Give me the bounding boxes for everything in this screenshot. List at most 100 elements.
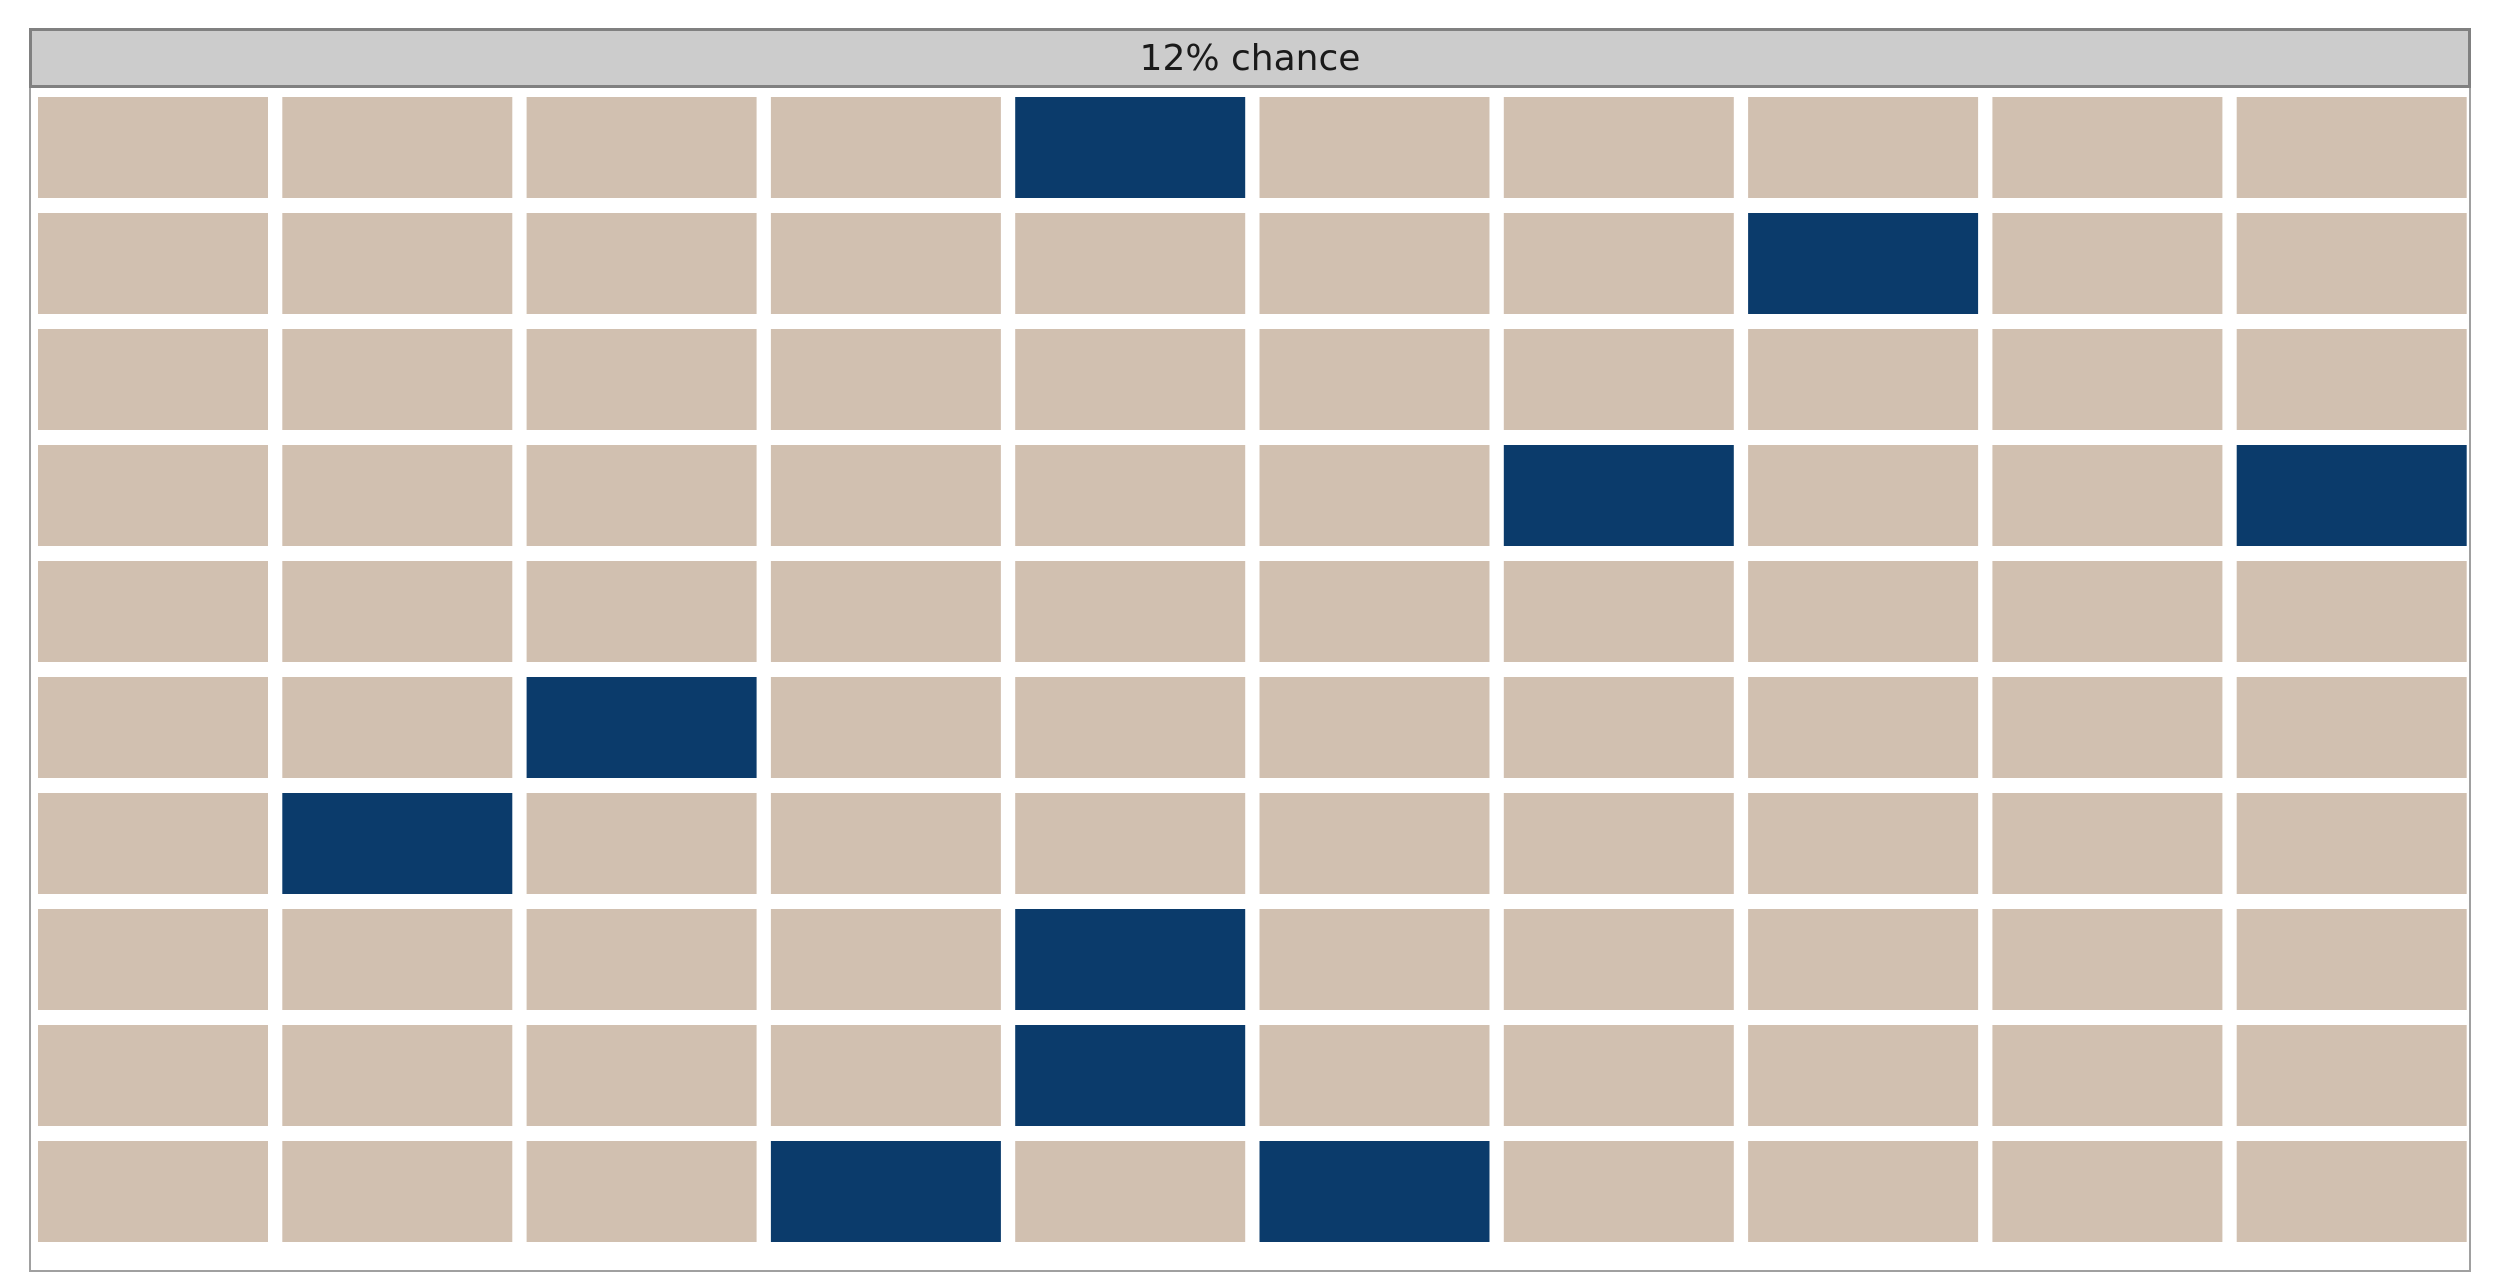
- waffle-cell-highlighted: [1259, 1141, 1490, 1242]
- waffle-cell: [526, 561, 757, 662]
- waffle-chart: 12% chance: [29, 28, 2471, 1272]
- waffle-cell: [770, 445, 1001, 546]
- waffle-cell: [526, 1025, 757, 1126]
- waffle-cell: [1992, 213, 2223, 314]
- waffle-cell: [282, 329, 513, 430]
- waffle-cell: [38, 1025, 268, 1126]
- waffle-cell: [282, 97, 513, 198]
- waffle-cell: [770, 793, 1001, 894]
- waffle-cell: [770, 561, 1001, 662]
- waffle-cell: [282, 677, 513, 778]
- waffle-cell: [1992, 97, 2223, 198]
- waffle-cell: [38, 561, 268, 662]
- panel-title-text: 12% chance: [1139, 37, 1361, 79]
- waffle-cell: [38, 1141, 268, 1242]
- waffle-cell: [1259, 1025, 1490, 1126]
- waffle-cell: [770, 329, 1001, 430]
- waffle-cell: [1748, 445, 1979, 546]
- waffle-cell: [2236, 329, 2467, 430]
- waffle-cell: [526, 97, 757, 198]
- waffle-cell: [282, 1141, 513, 1242]
- waffle-cell-highlighted: [526, 677, 757, 778]
- waffle-cell: [2236, 677, 2467, 778]
- waffle-cell: [1503, 793, 1734, 894]
- waffle-cell: [2236, 909, 2467, 1010]
- waffle-cell: [1015, 793, 1246, 894]
- waffle-cell: [1992, 677, 2223, 778]
- waffle-cell: [1503, 1141, 1734, 1242]
- waffle-cell: [1748, 909, 1979, 1010]
- waffle-cell: [770, 909, 1001, 1010]
- waffle-cell: [1748, 1025, 1979, 1126]
- waffle-cell-highlighted: [282, 793, 513, 894]
- waffle-cell: [1748, 329, 1979, 430]
- panel-title: 12% chance: [29, 28, 2471, 88]
- waffle-cell: [38, 97, 268, 198]
- waffle-cell: [1992, 1141, 2223, 1242]
- waffle-cell: [1259, 329, 1490, 430]
- waffle-cell: [1503, 329, 1734, 430]
- waffle-cell: [526, 329, 757, 430]
- waffle-cell: [1748, 1141, 1979, 1242]
- waffle-grid: [38, 97, 2467, 1242]
- waffle-cell: [38, 213, 268, 314]
- waffle-cell: [1259, 793, 1490, 894]
- waffle-cell-highlighted: [1748, 213, 1979, 314]
- waffle-cell-highlighted: [1015, 97, 1246, 198]
- waffle-cell: [1748, 97, 1979, 198]
- waffle-cell: [1503, 561, 1734, 662]
- waffle-cell-highlighted: [1015, 909, 1246, 1010]
- waffle-cell: [1259, 97, 1490, 198]
- waffle-cell: [38, 445, 268, 546]
- waffle-cell: [282, 909, 513, 1010]
- waffle-cell: [1992, 445, 2223, 546]
- waffle-cell: [1503, 213, 1734, 314]
- waffle-cell-highlighted: [770, 1141, 1001, 1242]
- waffle-cell: [1503, 97, 1734, 198]
- waffle-cell: [526, 1141, 757, 1242]
- waffle-cell-highlighted: [1015, 1025, 1246, 1126]
- waffle-cell: [1259, 677, 1490, 778]
- waffle-cell: [282, 213, 513, 314]
- waffle-cell: [1259, 909, 1490, 1010]
- waffle-cell: [770, 1025, 1001, 1126]
- waffle-cell: [1015, 677, 1246, 778]
- waffle-cell: [1748, 677, 1979, 778]
- waffle-cell: [282, 445, 513, 546]
- waffle-cell: [38, 793, 268, 894]
- waffle-cell: [1259, 445, 1490, 546]
- waffle-cell: [770, 213, 1001, 314]
- waffle-cell: [1015, 329, 1246, 430]
- waffle-cell-highlighted: [2236, 445, 2467, 546]
- waffle-cell: [1503, 677, 1734, 778]
- waffle-cell: [2236, 793, 2467, 894]
- waffle-cell: [770, 677, 1001, 778]
- waffle-cell-highlighted: [1503, 445, 1734, 546]
- waffle-cell: [1992, 329, 2223, 430]
- waffle-cell: [2236, 97, 2467, 198]
- waffle-cell: [1015, 213, 1246, 314]
- waffle-cell: [1748, 793, 1979, 894]
- waffle-cell: [38, 677, 268, 778]
- waffle-cell: [1992, 1025, 2223, 1126]
- waffle-cell: [38, 909, 268, 1010]
- waffle-cell: [1992, 909, 2223, 1010]
- waffle-cell: [38, 329, 268, 430]
- waffle-cell: [2236, 213, 2467, 314]
- waffle-cell: [526, 445, 757, 546]
- waffle-cell: [1015, 561, 1246, 662]
- waffle-cell: [770, 97, 1001, 198]
- waffle-cell: [282, 561, 513, 662]
- waffle-cell: [526, 909, 757, 1010]
- plot-frame: [29, 88, 2471, 1272]
- waffle-cell: [1748, 561, 1979, 662]
- waffle-cell: [2236, 1141, 2467, 1242]
- waffle-cell: [1503, 909, 1734, 1010]
- waffle-cell: [1015, 445, 1246, 546]
- waffle-cell: [2236, 1025, 2467, 1126]
- waffle-cell: [2236, 561, 2467, 662]
- waffle-cell: [282, 1025, 513, 1126]
- waffle-cell: [1503, 1025, 1734, 1126]
- waffle-cell: [1015, 1141, 1246, 1242]
- waffle-cell: [1259, 561, 1490, 662]
